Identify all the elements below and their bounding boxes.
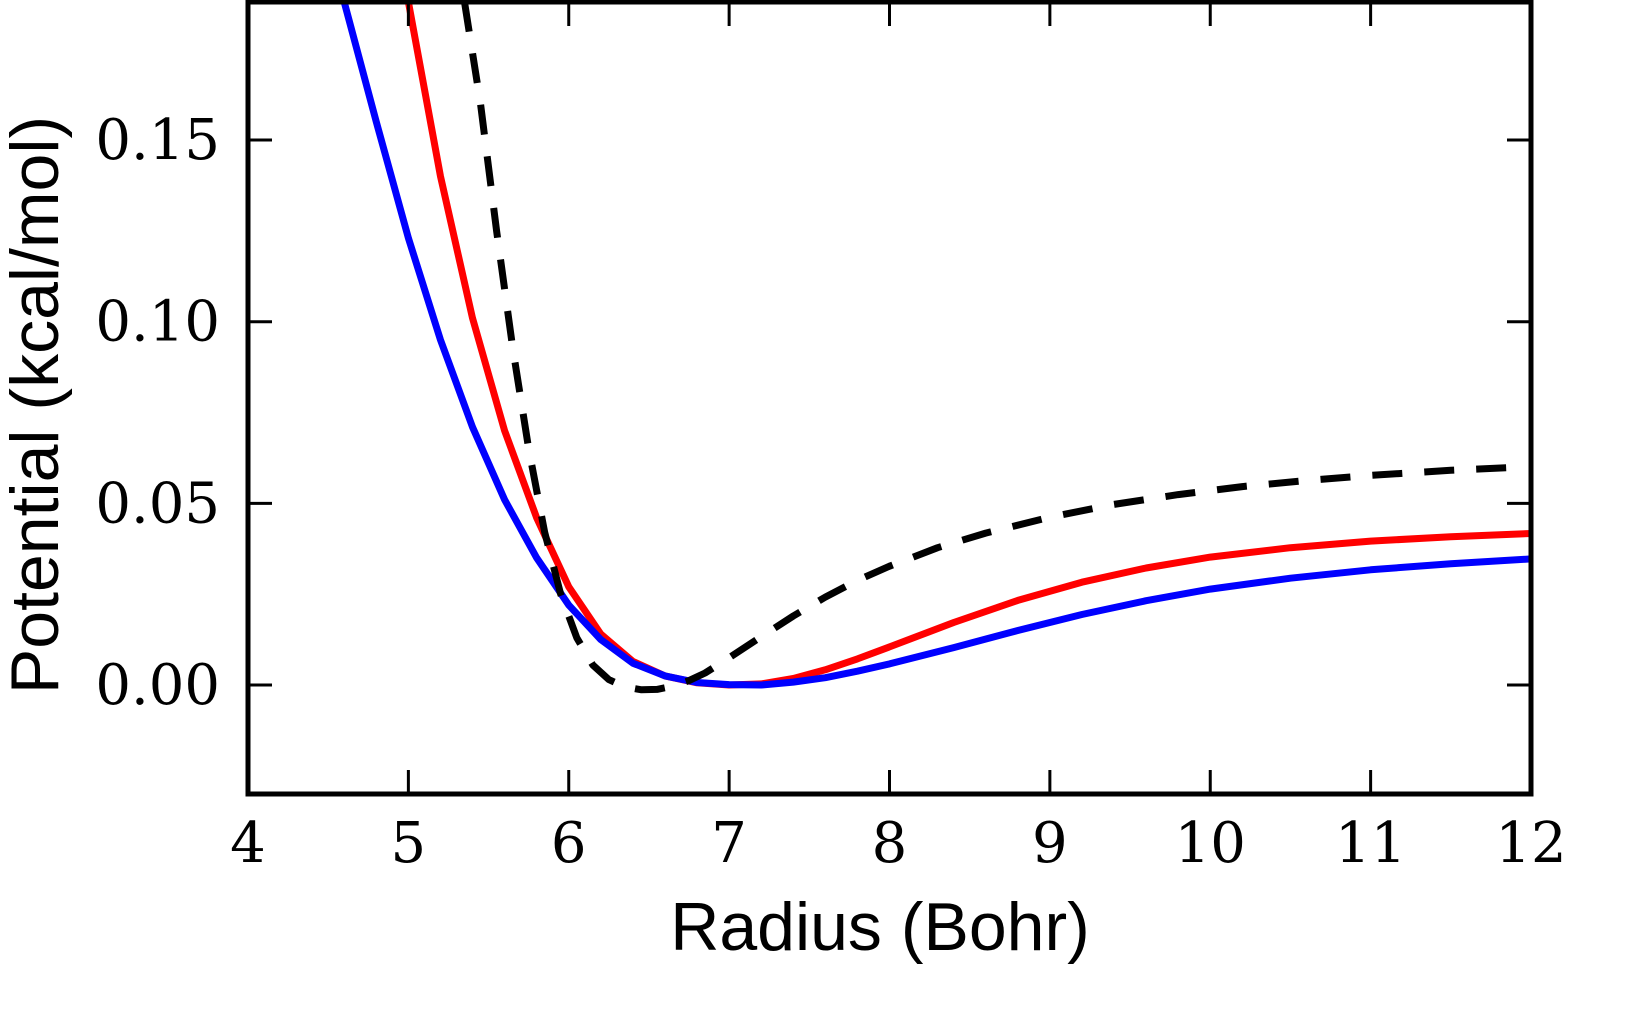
- x-axis-label: Radius (Bohr): [670, 889, 1090, 965]
- x-tick-label: 7: [711, 811, 747, 876]
- x-tick-label: 4: [230, 811, 266, 876]
- y-tick-label: 0.05: [95, 471, 220, 536]
- x-tick-label: 11: [1335, 811, 1406, 876]
- y-tick-label: 0.15: [95, 108, 220, 173]
- series-line-3: [461, 2, 1516, 694]
- series-layer: [340, 2, 1531, 694]
- series-line-2: [340, 2, 1531, 689]
- x-tick-label: 10: [1175, 811, 1246, 876]
- x-tick-label: 8: [872, 811, 908, 876]
- series-line-1: [404, 2, 1531, 689]
- x-tick-label: 9: [1032, 811, 1068, 876]
- ticks-layer: 4 5 6 7 8 9 10 11 12 0.00 0.05 0.10 0.15: [95, 2, 1567, 876]
- plot-frame: [245, 0, 1534, 797]
- y-axis-label: Potential (kcal/mol): [0, 116, 73, 694]
- x-tick-label: 12: [1495, 811, 1566, 876]
- x-tick-label: 6: [551, 811, 587, 876]
- y-tick-label: 0.10: [95, 290, 220, 355]
- x-tick-label: 5: [391, 811, 427, 876]
- y-tick-label: 0.00: [95, 653, 220, 718]
